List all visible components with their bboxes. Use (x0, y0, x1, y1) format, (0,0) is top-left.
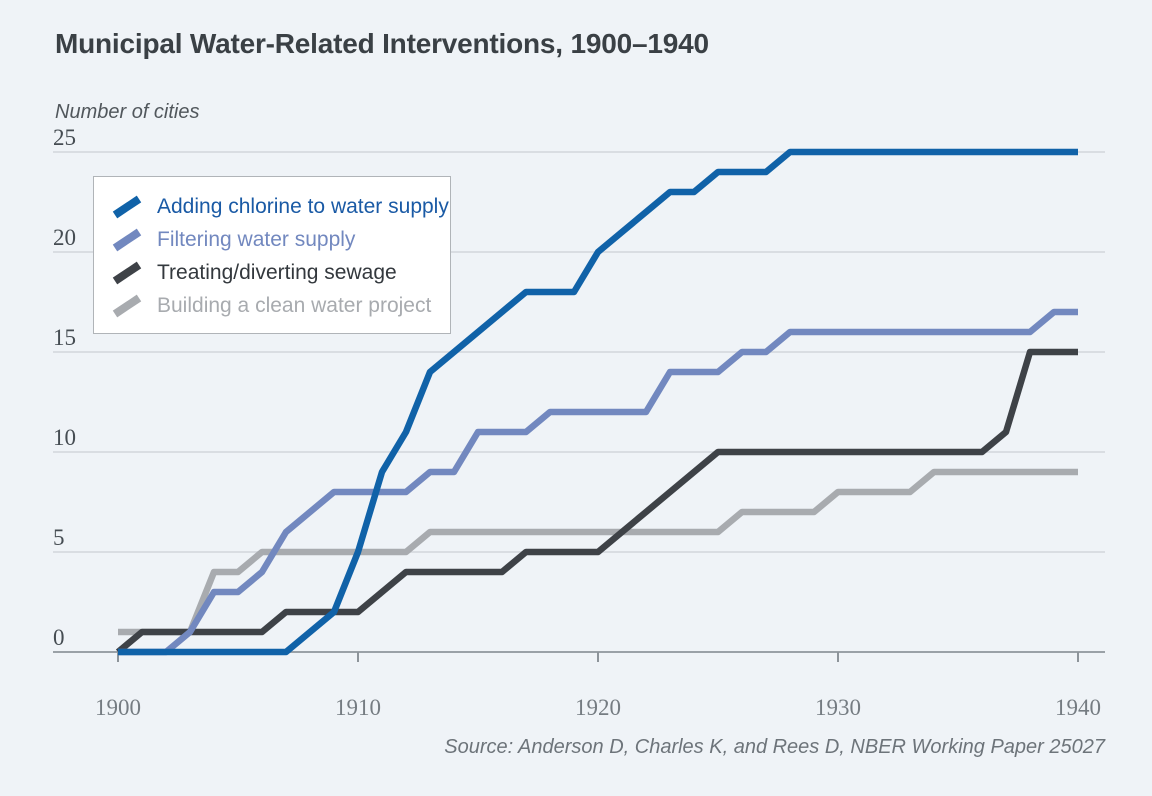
y-axis-label: Number of cities (55, 101, 200, 123)
legend-line-swatch-icon (112, 261, 142, 284)
legend-label: Treating/diverting sewage (157, 261, 397, 284)
legend-label: Adding chlorine to water supply (157, 195, 449, 218)
series-line-filtering (118, 308, 1078, 656)
y-tick-label: 25 (53, 125, 76, 150)
series-line-cleanwater (118, 468, 1078, 636)
y-tick-label: 15 (53, 325, 76, 350)
legend-line-swatch-icon (112, 294, 142, 317)
series-line-sewage (115, 348, 1078, 655)
legend-item-cleanwater: Building a clean water project (108, 289, 450, 322)
legend-line-swatch-icon (112, 195, 142, 218)
x-tick-label: 1930 (815, 695, 861, 720)
x-tick-label: 1900 (95, 695, 141, 720)
series-line-chlorine (118, 148, 1078, 656)
y-tick-label: 20 (53, 225, 76, 250)
x-tick-label: 1940 (1055, 695, 1101, 720)
y-tick-label: 0 (53, 625, 65, 650)
chart-legend: Adding chlorine to water supply Filtering… (93, 176, 451, 334)
x-tick-label: 1920 (575, 695, 621, 720)
source-note: Source: Anderson D, Charles K, and Rees … (444, 736, 1105, 758)
legend-label: Filtering water supply (157, 228, 356, 251)
legend-item-filtering: Filtering water supply (108, 223, 450, 256)
legend-item-chlorine: Adding chlorine to water supply (108, 190, 450, 223)
legend-line-swatch-icon (112, 228, 142, 251)
y-tick-label: 5 (53, 525, 65, 550)
legend-label: Building a clean water project (157, 294, 432, 317)
x-tick-label: 1910 (335, 695, 381, 720)
chart-title: Municipal Water-Related Interventions, 1… (55, 28, 709, 59)
y-tick-label: 10 (53, 425, 76, 450)
legend-item-sewage: Treating/diverting sewage (108, 256, 450, 289)
